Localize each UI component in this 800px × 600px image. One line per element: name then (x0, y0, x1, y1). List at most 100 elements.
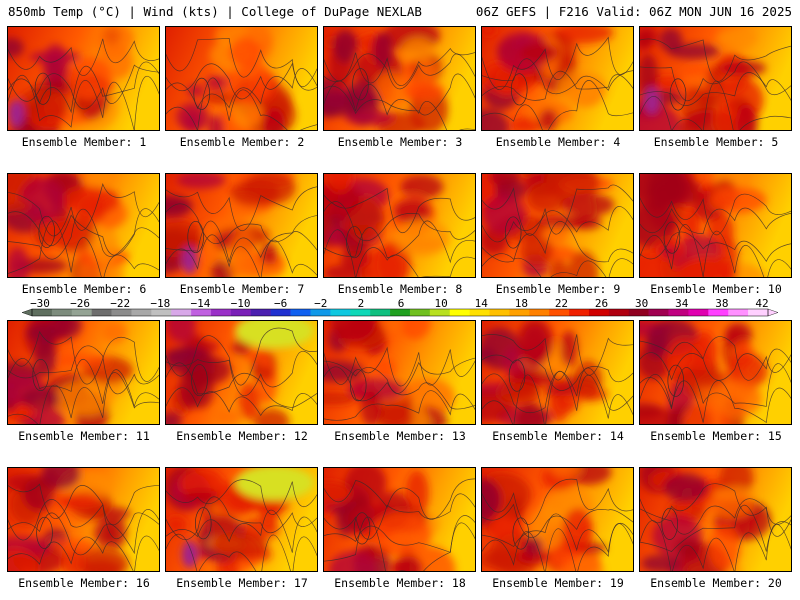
ensemble-map-panel (639, 320, 792, 425)
ensemble-map-panel (165, 467, 318, 572)
color-scale-swatch (390, 309, 411, 316)
color-scale-swatch (628, 309, 649, 316)
ensemble-map-panel (323, 173, 476, 278)
ensemble-member-label: Ensemble Member: 15 (650, 429, 782, 443)
ensemble-map-panel (7, 173, 160, 278)
color-scale-tick-label: 38 (715, 297, 728, 310)
color-scale-swatch (131, 309, 152, 316)
color-scale-swatch (250, 309, 272, 316)
color-scale-tick-label: −2 (314, 297, 327, 310)
color-scale-tick-label: 14 (475, 297, 489, 310)
color-scale-swatch (668, 309, 689, 316)
color-scale-swatch (708, 309, 729, 316)
ensemble-map-panel (165, 320, 318, 425)
color-scale-swatch (728, 309, 749, 316)
color-scale-swatch (310, 309, 331, 316)
color-scale-swatch (569, 309, 590, 316)
color-scale-swatch (748, 309, 769, 316)
color-scale-tick-label: −26 (70, 297, 90, 310)
color-scale-tick-label: 42 (755, 297, 768, 310)
color-scale-swatch (51, 309, 73, 316)
ensemble-member-label: Ensemble Member: 13 (334, 429, 466, 443)
ensemble-member-label: Ensemble Member: 7 (179, 282, 305, 296)
color-scale-bar: −30 −26 −22 −18 −14 −10 −6 −2 2 6 10 14 18 22 26 30 34 38… (21, 297, 779, 317)
ensemble-member-label: Ensemble Member: 6 (21, 282, 147, 296)
chart-title: 850mb Temp (°C) | Wind (kts) | College o… (8, 4, 422, 19)
ensemble-map-panel (639, 467, 792, 572)
color-scale-swatch (71, 309, 92, 316)
color-scale-swatch (549, 309, 570, 316)
ensemble-member-label: Ensemble Member: 2 (179, 135, 305, 149)
color-scale-tick-label: 26 (595, 297, 608, 310)
ensemble-member-label: Ensemble Member: 4 (495, 135, 621, 149)
ensemble-map-panel (323, 320, 476, 425)
ensemble-member-label: Ensemble Member: 14 (492, 429, 624, 443)
ensemble-map-panel (165, 26, 318, 131)
color-scale-swatch (151, 309, 172, 316)
color-scale-tick-label: 6 (398, 297, 405, 310)
scale-max-arrow (767, 308, 779, 317)
color-scale-tick-label: −22 (110, 297, 130, 310)
ensemble-map-panel (639, 26, 792, 131)
color-scale-swatch (230, 309, 252, 316)
ensemble-member-label: Ensemble Member: 8 (337, 282, 463, 296)
ensemble-member-label: Ensemble Member: 20 (650, 576, 782, 590)
color-scale-swatch (509, 309, 530, 316)
color-scale-swatch (91, 309, 112, 316)
color-scale-swatch (191, 309, 212, 316)
ensemble-member-label: Ensemble Member: 5 (653, 135, 779, 149)
scale-min-arrow (21, 308, 33, 317)
ensemble-map-panel (481, 320, 634, 425)
ensemble-member-label: Ensemble Member: 3 (337, 135, 463, 149)
color-scale-swatch (429, 309, 451, 316)
ensemble-member-label: Ensemble Member: 16 (18, 576, 150, 590)
color-scale-tick-label: −10 (231, 297, 251, 310)
color-scale-tick-label: 18 (515, 297, 528, 310)
ensemble-member-label: Ensemble Member: 12 (176, 429, 308, 443)
color-scale-tick-label: 34 (675, 297, 689, 310)
color-scale-swatch (608, 309, 630, 316)
color-scale-swatch (489, 309, 510, 316)
color-scale-swatch (648, 309, 669, 316)
ensemble-map-panel (639, 173, 792, 278)
color-scale-swatch (32, 309, 53, 316)
color-scale-swatch (350, 309, 371, 316)
ensemble-member-label: Ensemble Member: 19 (492, 576, 624, 590)
color-scale-tick-label: 22 (555, 297, 568, 310)
color-scale-swatch (290, 309, 311, 316)
ensemble-map-panel (7, 320, 160, 425)
color-scale-tick-label: 10 (434, 297, 447, 310)
model-run-info: 06Z GEFS | F216 Valid: 06Z MON JUN 16 20… (475, 4, 792, 19)
ensemble-map-panel (7, 26, 160, 131)
color-scale-swatch (111, 309, 132, 316)
ensemble-member-label: Ensemble Member: 18 (334, 576, 466, 590)
color-scale-tick-label: −14 (191, 297, 211, 310)
ensemble-member-label: Ensemble Member: 10 (650, 282, 782, 296)
ensemble-map-panel (481, 467, 634, 572)
ensemble-map-panel (481, 26, 634, 131)
color-scale-tick-label: 2 (358, 297, 365, 310)
color-scale-swatch (409, 309, 431, 316)
ensemble-member-label: Ensemble Member: 17 (176, 576, 308, 590)
ensemble-map-panel (7, 467, 160, 572)
color-scale-tick-label: −6 (274, 297, 287, 310)
color-scale-tick-label: −18 (150, 297, 170, 310)
color-scale-swatch (370, 309, 391, 316)
ensemble-member-label: Ensemble Member: 9 (495, 282, 621, 296)
color-scale-tick-label: 30 (635, 297, 648, 310)
color-scale-swatch (529, 309, 550, 316)
ensemble-map-panel (323, 26, 476, 131)
ensemble-member-label: Ensemble Member: 1 (21, 135, 147, 149)
ensemble-map-panel (323, 467, 476, 572)
color-scale-swatch (469, 309, 490, 316)
color-scale-swatch (211, 309, 232, 316)
ensemble-map-panel (165, 173, 318, 278)
color-scale-swatch (688, 309, 709, 316)
color-scale-swatch (330, 309, 351, 316)
ensemble-map-panel (481, 173, 634, 278)
color-scale-swatch (588, 309, 610, 316)
color-scale-swatch (270, 309, 291, 316)
color-scale-swatch (171, 309, 192, 316)
color-scale-swatch (449, 309, 470, 316)
ensemble-member-label: Ensemble Member: 11 (18, 429, 150, 443)
